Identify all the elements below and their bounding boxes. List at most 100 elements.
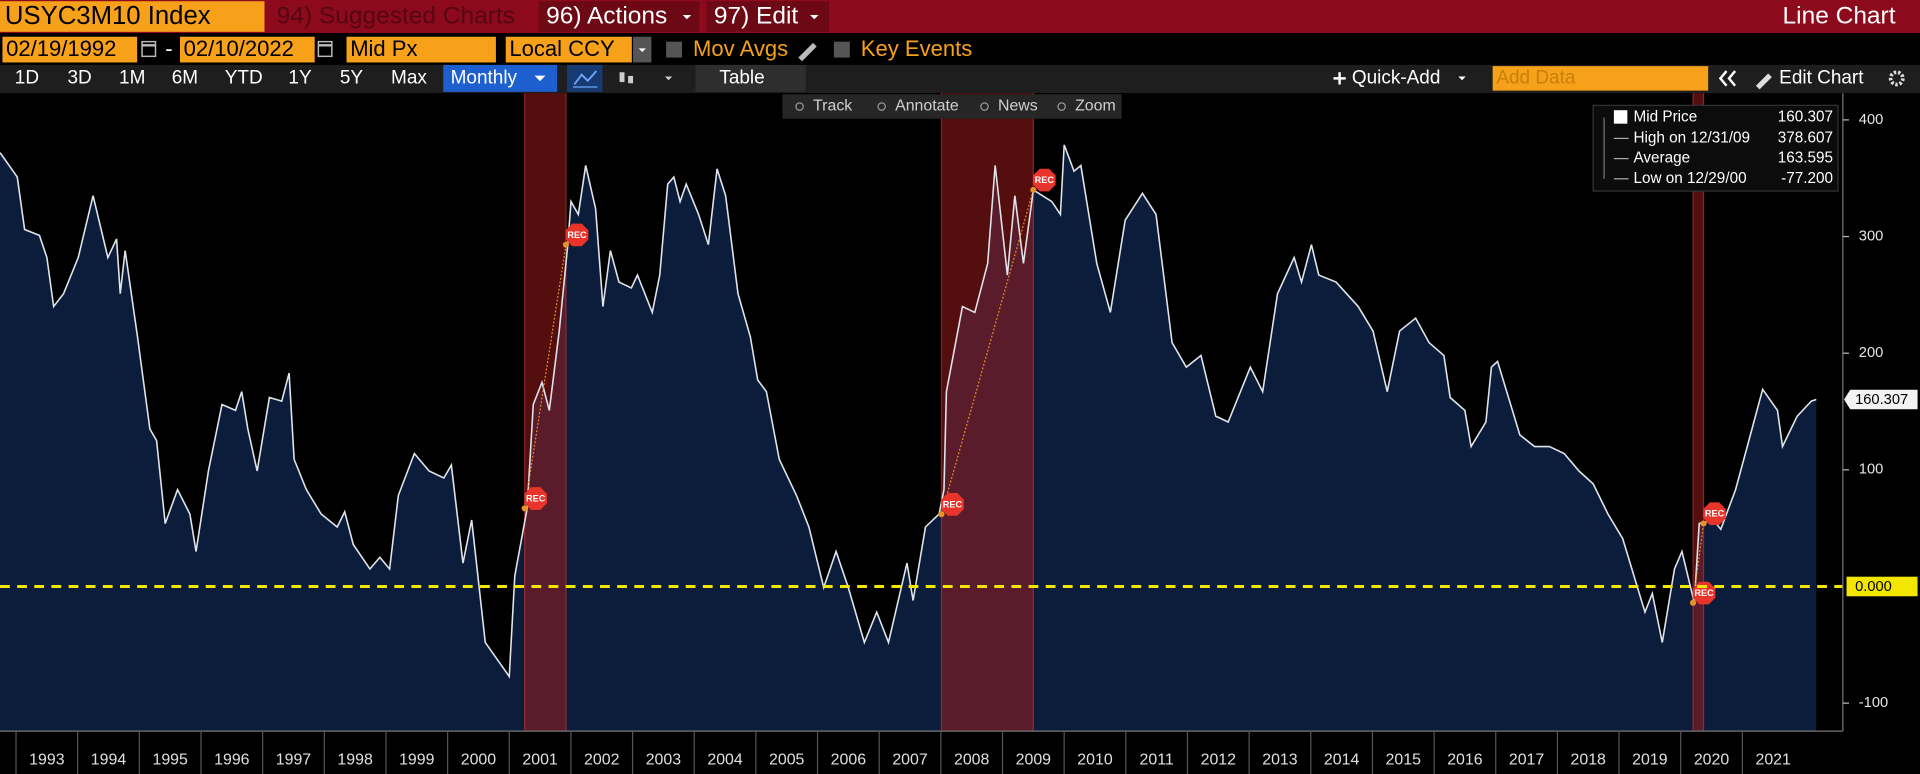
actions-button[interactable] [538,1,700,32]
rec-label[interactable]: REC [567,230,587,240]
chart-tool[interactable]: News [998,98,1038,115]
y-tick-label: 200 [1859,345,1884,361]
rec-marker[interactable] [524,487,547,510]
tool-icon [795,102,804,111]
x-tick-label: 2012 [1201,752,1237,769]
x-tick-label: 2011 [1140,752,1174,769]
rec-marker[interactable] [941,493,964,516]
period-button[interactable]: 1D [15,67,39,88]
y-tick-label: 400 [1859,112,1884,128]
calendar-icon[interactable] [141,40,157,58]
area-fill [0,144,1817,732]
edit-chart[interactable]: Edit Chart [1779,67,1864,88]
reference-label-box [1846,576,1918,597]
collapse-icon[interactable] [1718,70,1737,87]
x-tick-label: 2000 [461,752,497,769]
x-tick-label: 1997 [276,752,312,769]
key-events[interactable]: Key Events [861,36,972,61]
period-button[interactable]: 6M [172,67,198,88]
dropdown-arrow [682,15,692,20]
field[interactable]: Mid Px [350,36,417,61]
rec-marker[interactable] [1032,168,1056,192]
currency-box[interactable] [505,36,632,63]
rec-marker[interactable] [1703,502,1726,526]
recession-link [524,244,567,509]
period-button[interactable]: 1M [119,67,145,88]
calendar-icon[interactable] [317,40,333,58]
rec-marker[interactable] [565,223,589,247]
frequency[interactable]: Monthly [451,67,518,88]
chart-tool[interactable]: Annotate [895,98,959,115]
chart-tool[interactable]: Zoom [1075,98,1116,115]
rec-label[interactable]: REC [1694,588,1714,598]
legend-value: 160.307 [1778,109,1833,126]
legend-label: Average [1633,150,1690,167]
x-tick-label: 2013 [1262,752,1298,769]
gear-icon[interactable] [1888,70,1905,87]
candle-icon[interactable] [628,75,634,84]
dropdown-arrow [664,76,673,81]
x-tick-label: 2019 [1632,752,1668,769]
suggested-charts[interactable]: 94) Suggested Charts [277,3,515,30]
x-tick-label: 1994 [91,752,127,769]
line-icon [573,70,598,86]
x-tick-label: 2016 [1447,752,1483,769]
currency[interactable]: Local CCY [509,36,615,61]
x-tick-label: 1999 [399,752,435,769]
x-tick-label: 2020 [1694,752,1730,769]
legend-label: Mid Price [1633,109,1697,126]
table-label[interactable]: Table [719,67,764,88]
dropdown-arrow [534,75,546,82]
mov-avgs[interactable]: Mov Avgs [693,36,788,61]
recession-dot [521,505,528,512]
period-button[interactable]: 5Y [340,67,364,88]
y-tick-label: 100 [1859,462,1884,478]
end-date[interactable]: 02/10/2022 [184,36,294,61]
rec-label[interactable]: REC [1035,175,1055,185]
rec-label[interactable]: REC [943,499,963,509]
tool-icon [980,102,989,111]
period-button[interactable]: Max [391,67,427,88]
actions-label[interactable]: 96) Actions [546,3,667,30]
rec-label[interactable]: REC [1705,509,1725,519]
mov-avgs-checkbox[interactable] [666,41,683,58]
x-tick-label: 2015 [1386,752,1422,769]
pencil-icon [798,42,817,62]
table-button[interactable] [695,64,806,92]
y-tick-label: 300 [1859,228,1884,244]
start-date-box[interactable] [2,36,138,63]
settings-bar [0,33,1920,65]
end-date-box[interactable] [180,36,315,63]
last-value-label: 160.307 [1855,392,1908,408]
ticker-box [0,1,265,32]
period-button[interactable]: 1Y [288,67,312,88]
legend-label: Low on 12/29/00 [1633,170,1746,187]
period-button[interactable]: 3D [67,67,91,88]
period-button[interactable]: YTD [225,67,263,88]
x-tick-label: 2021 [1755,752,1791,769]
quick-add[interactable]: Quick-Add [1352,67,1441,88]
start-date[interactable]: 02/19/1992 [6,36,116,61]
add-data-input[interactable] [1492,66,1709,91]
recession-band [941,93,1034,732]
edit-button[interactable] [706,1,829,32]
header-bar [0,0,1920,34]
pencil-icon [1755,73,1772,90]
add-data[interactable]: Add Data [1496,67,1576,88]
edit-label[interactable]: 97) Edit [714,3,799,30]
legend-value: 163.595 [1778,150,1833,167]
legend-value: 378.607 [1778,129,1833,146]
recession-band [1693,93,1704,732]
recession-dot [1700,520,1707,527]
x-tick-label: 1996 [214,752,250,769]
y-tick-label: -100 [1859,695,1888,711]
x-tick-label: 1993 [29,752,65,769]
rec-label[interactable]: REC [526,494,546,504]
field-box[interactable] [346,36,496,63]
recession-dot [562,241,570,248]
candle-icon[interactable] [619,72,625,83]
x-tick-label: 2008 [954,752,990,769]
dropdown-arrow [1458,76,1466,81]
chart-tool[interactable]: Track [813,98,852,115]
key-events-checkbox[interactable] [833,41,850,58]
